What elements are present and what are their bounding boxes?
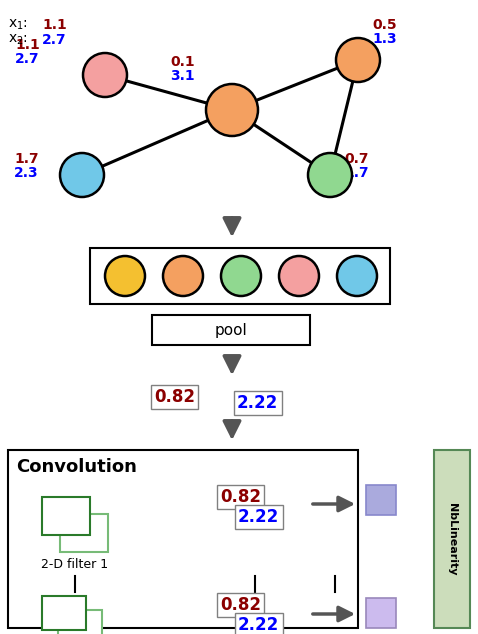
Text: 2.7: 2.7: [42, 33, 66, 47]
Text: 0.82: 0.82: [220, 488, 261, 506]
Text: 1.7: 1.7: [344, 166, 369, 180]
Text: 1.1: 1.1: [15, 38, 40, 52]
Text: 2-D filter 1: 2-D filter 1: [42, 558, 109, 571]
Circle shape: [308, 153, 352, 197]
Text: x$_2$:: x$_2$:: [8, 33, 28, 48]
FancyBboxPatch shape: [152, 315, 310, 345]
Circle shape: [206, 84, 258, 136]
Text: 0.7: 0.7: [344, 152, 369, 166]
Text: x$_1$:: x$_1$:: [8, 18, 28, 32]
FancyBboxPatch shape: [60, 514, 108, 552]
FancyBboxPatch shape: [366, 598, 396, 628]
Text: 2.7: 2.7: [15, 52, 40, 66]
Text: 3.1: 3.1: [170, 69, 195, 83]
Text: 2.3: 2.3: [14, 166, 39, 180]
FancyBboxPatch shape: [366, 485, 396, 515]
Text: NbLinearity: NbLinearity: [447, 503, 457, 575]
Text: 2.22: 2.22: [237, 394, 278, 412]
Circle shape: [221, 256, 261, 296]
Circle shape: [279, 256, 319, 296]
Circle shape: [83, 53, 127, 97]
Text: 0.5: 0.5: [372, 18, 397, 32]
Circle shape: [105, 256, 145, 296]
FancyBboxPatch shape: [8, 450, 358, 628]
Circle shape: [163, 256, 203, 296]
Text: 1.3: 1.3: [372, 32, 397, 46]
Text: Convolution: Convolution: [16, 458, 137, 476]
Text: 2.22: 2.22: [238, 616, 279, 634]
Text: pool: pool: [215, 323, 248, 337]
Text: 0.82: 0.82: [220, 596, 261, 614]
Text: 0.1: 0.1: [170, 55, 195, 69]
Circle shape: [60, 153, 104, 197]
Text: 1.7: 1.7: [14, 152, 39, 166]
Circle shape: [336, 38, 380, 82]
FancyBboxPatch shape: [42, 596, 86, 630]
FancyBboxPatch shape: [434, 450, 470, 628]
Circle shape: [337, 256, 377, 296]
FancyBboxPatch shape: [58, 610, 102, 634]
FancyBboxPatch shape: [42, 497, 90, 535]
Text: 2.22: 2.22: [238, 508, 279, 526]
Text: 0.82: 0.82: [154, 388, 195, 406]
Text: 1.1: 1.1: [42, 18, 67, 32]
FancyBboxPatch shape: [90, 248, 390, 304]
